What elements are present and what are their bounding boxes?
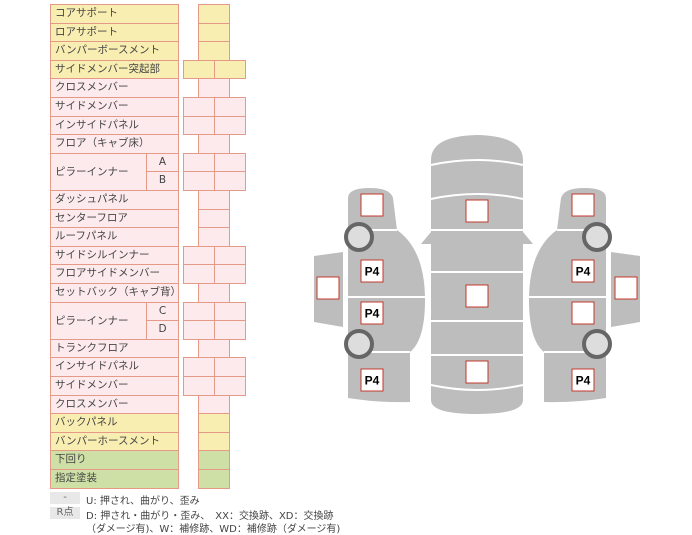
damage-mark-label: P4 [365,307,380,321]
damage-mark-left-p4-3[interactable] [360,368,384,392]
row-label: センターフロア [50,208,179,229]
row-sub-label: C [146,301,179,322]
left-body [348,188,425,403]
row-label: サイドメンバー突起部 [50,59,179,80]
damage-mark-center-mid[interactable] [465,284,489,308]
damage-mark-center-rear[interactable] [465,360,489,384]
row-label: バンパーボースメント [50,41,179,61]
damage-mark-left-p4-2[interactable] [360,301,384,325]
legend-text-2: D: 押され・曲がり・歪み、 XX：交換跡、XD：交換跡 [86,511,334,522]
damage-mark-left-p4-1[interactable] [360,259,384,283]
damage-mark-right-p4-2[interactable] [571,368,595,392]
damage-mark-center-front[interactable] [465,199,489,223]
legend-text-3: （ダメージ有)、W：補修跡、WD：補修跡（ダメージ有) [86,524,341,535]
row-label: インサイドパネル [50,115,179,136]
grade-cell-right[interactable] [214,171,246,191]
damage-mark-right-front[interactable] [571,193,595,217]
row-label: フロアサイドメンバー [50,264,179,284]
grade-cell-right[interactable] [214,376,246,396]
center-body [421,135,533,414]
grade-cell-right[interactable] [214,320,246,340]
legend-text-1: U: 押され、曲がり、歪み [86,496,200,507]
damage-mark-label: P4 [365,265,380,279]
wheel-icons [344,222,612,359]
legend-key-r: R点 [50,507,80,519]
legend-key-dash: - [50,492,80,504]
wheel-icon [344,222,374,252]
damage-mark-left-door[interactable] [316,276,340,300]
row-label: ピラーインナー [50,301,147,340]
damage-mark-right-p4-1[interactable] [571,259,595,283]
grade-cell-right[interactable] [214,264,246,284]
row-label: バンパーホースメント [50,431,179,452]
row-label: フロア（キャブ床） [50,134,179,154]
grade-cell-right[interactable] [214,115,246,136]
row-label: サイドメンバー [50,97,179,117]
row-label: ピラーインナー [50,152,147,191]
wheel-icon [582,222,612,252]
damage-mark-right-door[interactable] [614,276,638,300]
damage-mark-right-mid[interactable] [571,301,595,325]
row-label: バックパネル [50,413,179,433]
grade-cell[interactable] [198,469,230,489]
damage-mark-label: P4 [576,374,591,388]
grade-cell-right[interactable] [214,59,246,80]
damage-mark-left-front[interactable] [360,193,384,217]
wheel-icon [344,329,374,359]
damage-mark-label: P4 [576,265,591,279]
row-label: クロスメンバー [50,78,179,98]
row-label: クロスメンバー [50,394,179,415]
row-label: 指定塗装 [50,469,179,489]
row-sub-label: A [146,152,179,173]
damage-mark-label: P4 [365,374,380,388]
wheel-icon [582,329,612,359]
row-label: サイドシルインナー [50,245,179,266]
